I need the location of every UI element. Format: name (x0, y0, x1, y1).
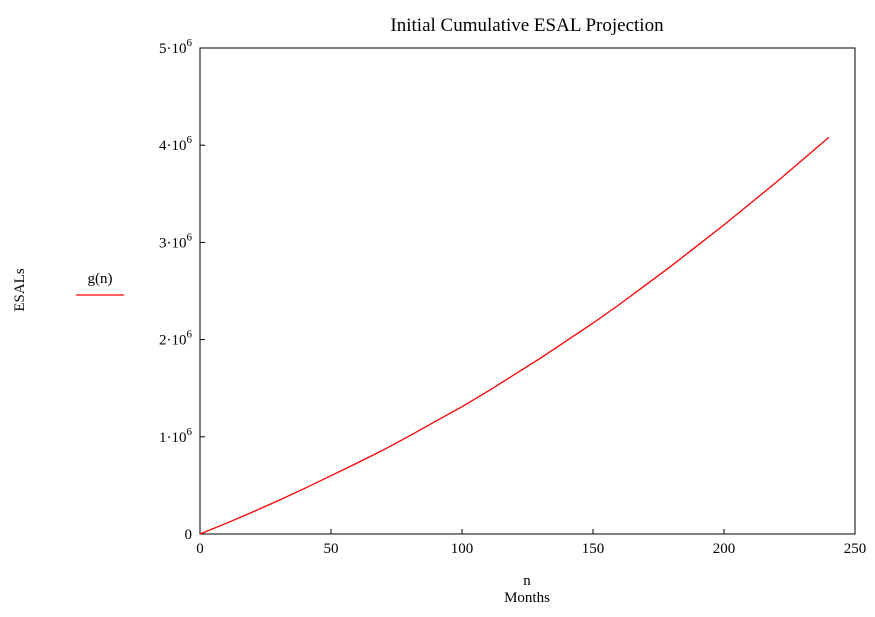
x-axis-label: Months (504, 590, 550, 606)
y-tick-label: 3·106 (159, 231, 193, 251)
y-tick-label: 1·106 (159, 426, 193, 446)
plot-frame (199, 47, 856, 535)
y-tick-label: 4·106 (159, 134, 193, 154)
x-tick-label: 150 (582, 541, 605, 557)
x-tick-label: 250 (844, 541, 867, 557)
series-line-g-n (199, 136, 830, 535)
y-axis-label: ESALs (12, 268, 28, 312)
y-tick-label: 0 (185, 527, 193, 543)
x-tick-label: 0 (196, 541, 204, 557)
x-axis-variable: n (523, 573, 531, 589)
y-tick-label: 2·106 (159, 329, 193, 349)
y-axis-ticks: 0 1·106 2·106 3·106 4·106 5·106 (159, 37, 205, 543)
x-tick-label: 200 (713, 541, 736, 557)
x-axis-ticks: 0 50 100 150 200 250 (196, 529, 866, 557)
legend-label: g(n) (88, 271, 113, 287)
x-tick-label: 50 (324, 541, 339, 557)
x-tick-label: 100 (451, 541, 474, 557)
y-tick-label: 5·106 (159, 37, 193, 57)
chart-title: Initial Cumulative ESAL Projection (390, 15, 664, 36)
